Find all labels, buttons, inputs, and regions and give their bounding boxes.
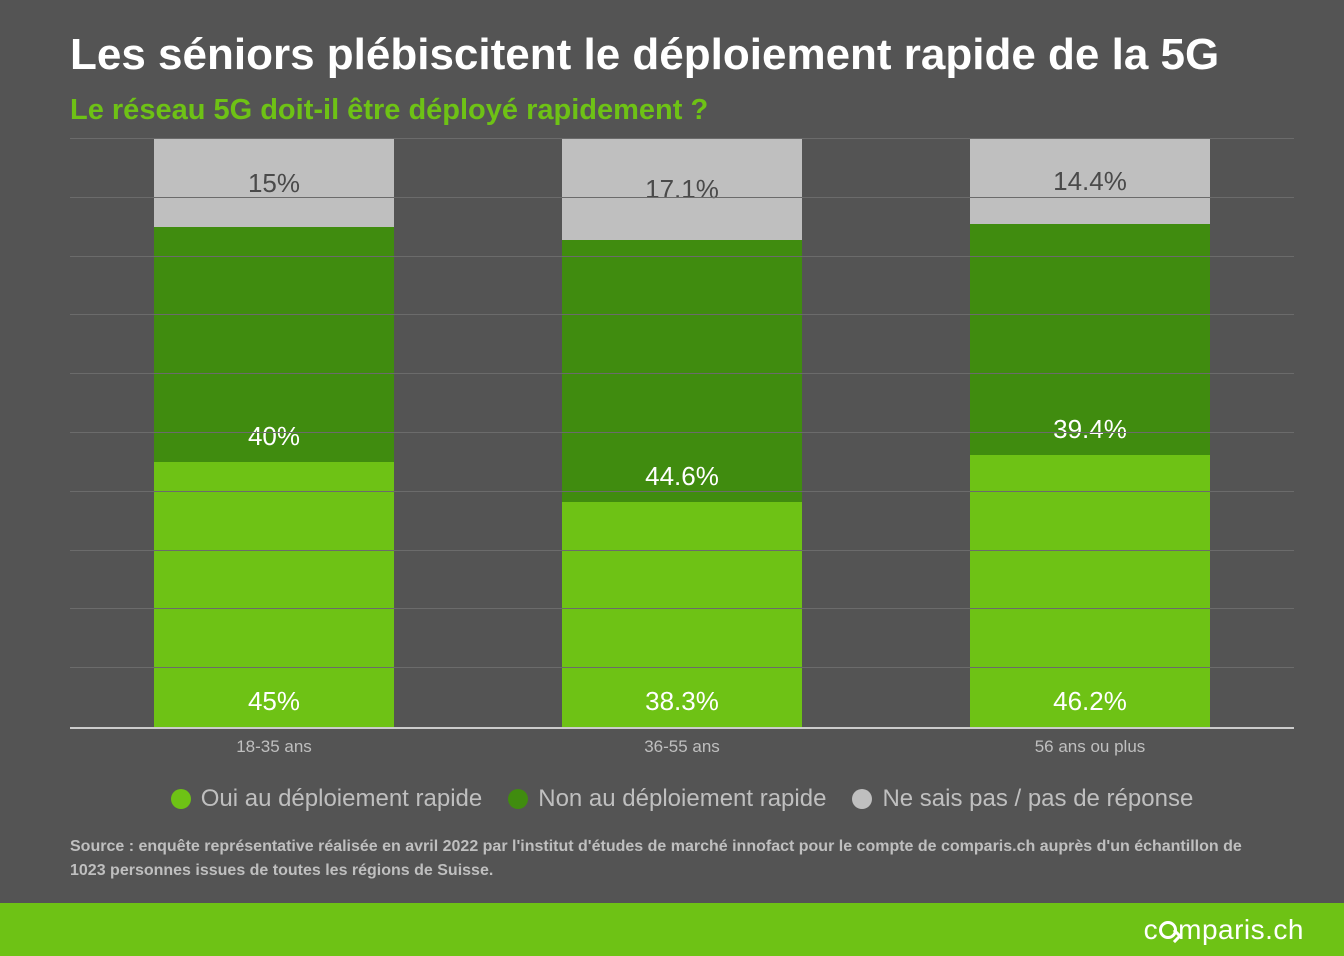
segment-non: 40% [154,227,394,462]
legend-dot-icon [171,789,191,809]
x-axis-labels: 18-35 ans 36-55 ans 56 ans ou plus [70,737,1294,757]
segment-non: 39.4% [970,224,1210,456]
gridline [70,197,1294,198]
segment-nsp: 17.1% [562,139,802,240]
segment-non: 44.6% [562,240,802,502]
gridline [70,373,1294,374]
source-text: Source : enquête représentative réalisée… [70,835,1294,883]
segment-oui: 46.2% [970,455,1210,727]
gridline [70,550,1294,551]
chart-title: Les séniors plébiscitent le déploiement … [70,30,1294,80]
brand-logo: c mparis.ch [1144,914,1304,946]
brand-prefix: c [1144,914,1159,946]
gridline [70,667,1294,668]
segment-oui: 45% [154,462,394,727]
gridline [70,314,1294,315]
bars-container: 15%40%45% 17.1%44.6%38.3% 14.4%39.4%46.2% [70,139,1294,727]
main-area: Les séniors plébiscitent le déploiement … [0,0,1344,903]
gridline [70,256,1294,257]
legend-label: Non au déploiement rapide [538,785,826,813]
bar-group: 15%40%45% [154,139,394,727]
legend-item: Ne sais pas / pas de réponse [852,785,1193,813]
legend-dot-icon [508,789,528,809]
chart-subtitle: Le réseau 5G doit-il être déployé rapide… [70,94,1294,127]
chart-root: Les séniors plébiscitent le déploiement … [0,0,1344,956]
brand-o-icon [1159,921,1177,939]
legend-item: Oui au déploiement rapide [171,785,483,813]
gridline [70,491,1294,492]
x-axis-label: 56 ans ou plus [970,737,1210,757]
gridline [70,608,1294,609]
gridline [70,432,1294,433]
segment-oui: 38.3% [562,502,802,727]
x-axis-label: 18-35 ans [154,737,394,757]
legend-label: Ne sais pas / pas de réponse [882,785,1193,813]
brand-suffix: mparis.ch [1178,914,1304,946]
legend: Oui au déploiement rapide Non au déploiem… [70,785,1294,813]
legend-dot-icon [852,789,872,809]
bar-group: 17.1%44.6%38.3% [562,139,802,727]
legend-item: Non au déploiement rapide [508,785,826,813]
footer-bar: c mparis.ch [0,903,1344,956]
bar-group: 14.4%39.4%46.2% [970,139,1210,727]
legend-label: Oui au déploiement rapide [201,785,483,813]
segment-nsp: 14.4% [970,139,1210,224]
x-axis-label: 36-55 ans [562,737,802,757]
gridline [70,138,1294,139]
segment-nsp: 15% [154,139,394,227]
plot-area: 15%40%45% 17.1%44.6%38.3% 14.4%39.4%46.2% [70,139,1294,729]
